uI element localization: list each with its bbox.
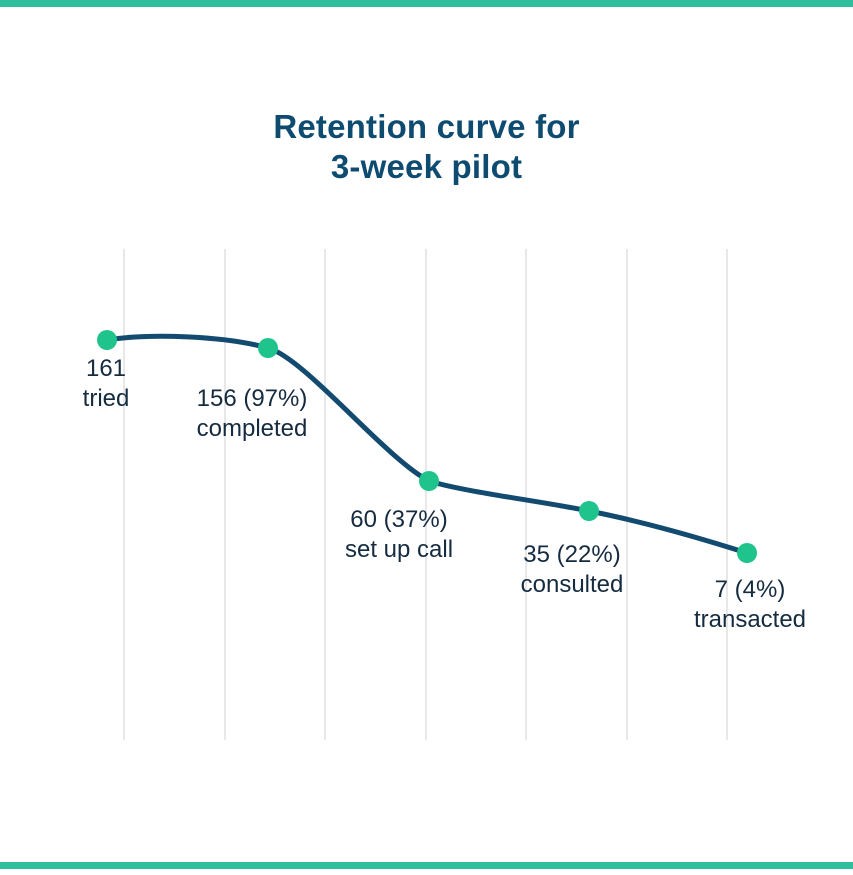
data-point-label-value: 35 (22%) [523,541,621,568]
data-point-label-stage: tried [82,385,130,412]
data-point-label-stage: set up call [344,536,454,563]
data-point-label-value: 161 [85,355,127,382]
data-point-label: 161 tried [83,354,130,414]
chart-title: Retention curve for 3-week pilot [0,107,853,187]
data-point-label: 156 (97%) completed [197,384,308,444]
data-points-group [97,330,757,563]
top-accent-bar [0,0,853,7]
data-point-label: 35 (22%) consulted [521,540,624,600]
data-point-label: 7 (4%) transacted [694,575,806,635]
data-point-label-stage: transacted [693,606,807,633]
data-point-dot [737,543,757,563]
data-point-dot [97,330,117,350]
data-point-label-stage: consulted [520,571,624,598]
data-point-label-stage: completed [196,415,308,442]
data-point-dot [419,471,439,491]
data-point-label-value: 60 (37%) [350,506,448,533]
bottom-accent-bar [0,862,853,869]
data-point-label: 60 (37%) set up call [345,505,453,565]
data-point-dot [258,338,278,358]
data-point-label-value: 7 (4%) [714,576,786,603]
data-point-label-value: 156 (97%) [196,385,308,412]
data-point-dot [579,501,599,521]
chart-title-line2: 3-week pilot [330,148,523,185]
chart-title-line1: Retention curve for [273,108,580,145]
gridlines-group [123,249,728,740]
